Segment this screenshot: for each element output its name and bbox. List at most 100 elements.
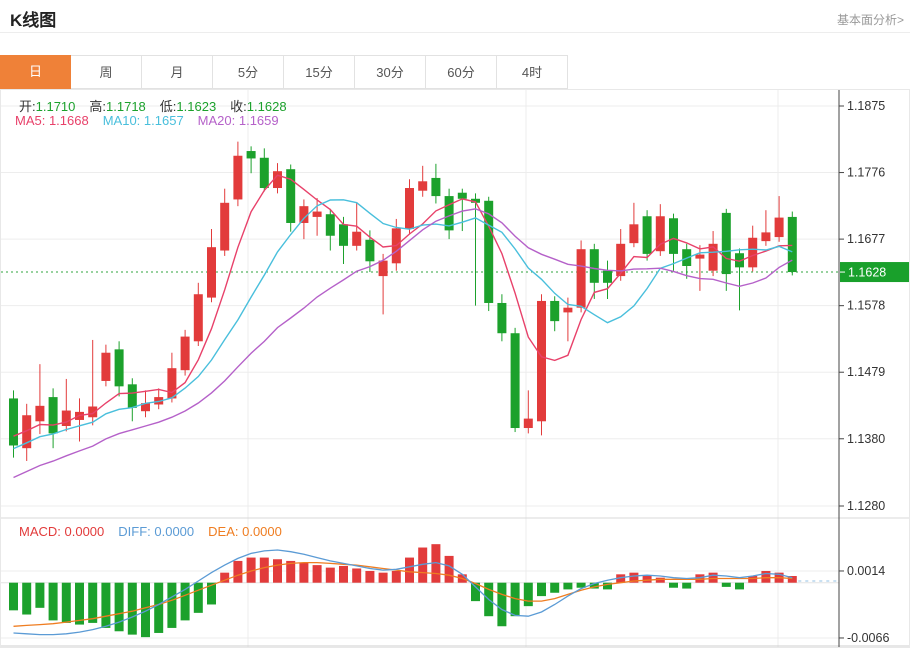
macd-axis-label: 0.0014 bbox=[847, 564, 885, 578]
candle-body bbox=[589, 249, 599, 283]
macd-hist-bar bbox=[61, 582, 71, 623]
macd-hist-bar bbox=[405, 557, 414, 583]
macd-hist-bar bbox=[563, 582, 573, 590]
macd-hist-bar bbox=[748, 575, 758, 583]
candle-body bbox=[273, 171, 282, 189]
ma5-line bbox=[13, 174, 793, 437]
readout-label: DIFF: bbox=[118, 524, 151, 539]
macd-hist-bar bbox=[418, 547, 428, 583]
candle-body bbox=[22, 415, 32, 449]
chart-area[interactable]: 1.1875 1.1776 1.1677 1.1578 1.1479 1.1380 1.12… bbox=[0, 89, 910, 648]
candle-body bbox=[365, 239, 375, 262]
macd-hist-bar bbox=[127, 582, 137, 635]
candle-body bbox=[299, 206, 309, 223]
price-axis-label: 1.1578 bbox=[847, 299, 885, 313]
macd-hist-bar bbox=[497, 582, 507, 627]
readout-label: 开: bbox=[19, 99, 36, 114]
page-title: K线图 bbox=[10, 11, 57, 30]
candle-body bbox=[721, 212, 731, 275]
readout-label: 收: bbox=[230, 99, 247, 114]
macd-hist-bar bbox=[167, 582, 177, 628]
macd-hist-bar bbox=[682, 582, 692, 589]
tab-period-7[interactable]: 4时 bbox=[497, 55, 568, 89]
macd-hist-bar bbox=[537, 582, 546, 597]
macd-hist-bar bbox=[471, 582, 480, 602]
current-price-badge-label: 1.1628 bbox=[848, 266, 886, 280]
candle-body bbox=[48, 397, 58, 434]
widget-header: K线图 基本面分析> bbox=[0, 0, 910, 33]
ma20-line bbox=[13, 208, 793, 479]
candle-body bbox=[193, 294, 203, 342]
readout-label: 高: bbox=[89, 99, 107, 114]
period-tab-bar: 日周月 5分 15分 30分 60分 4时 bbox=[0, 55, 568, 89]
macd-hist-bar bbox=[35, 582, 45, 608]
candle-body bbox=[405, 188, 414, 230]
readout-label: MA5: bbox=[15, 113, 46, 128]
readout-value: 1.1623 bbox=[176, 99, 217, 114]
macd-hist-bar bbox=[589, 582, 599, 589]
tab-period-2[interactable]: 月 bbox=[142, 55, 213, 89]
candle-body bbox=[141, 403, 150, 412]
macd-hist-bar bbox=[655, 577, 665, 583]
macd-hist-bar bbox=[629, 572, 639, 583]
candle-body bbox=[537, 300, 546, 422]
candle-body bbox=[233, 155, 243, 200]
fundamental-analysis-link[interactable]: 基本面分析> bbox=[836, 13, 904, 27]
diff-line bbox=[13, 549, 793, 636]
macd-hist-bar bbox=[365, 570, 375, 583]
candle-body bbox=[312, 211, 322, 217]
macd-hist-bar bbox=[286, 560, 296, 583]
dea-line bbox=[13, 561, 793, 627]
candle-body bbox=[748, 237, 758, 268]
candle-body bbox=[655, 216, 665, 252]
macd-hist-bar bbox=[193, 582, 203, 613]
tab-period-1[interactable]: 周 bbox=[71, 55, 142, 89]
ohlc-readout: 开:1.1710 高:1.1718 低:1.1623 收:1.1628 bbox=[19, 96, 287, 115]
macd-hist-bar bbox=[101, 582, 111, 628]
price-axis-label: 1.1280 bbox=[847, 499, 885, 513]
candle-body bbox=[457, 192, 467, 199]
candle-body bbox=[576, 249, 586, 308]
candle-body bbox=[484, 200, 494, 303]
ma10-line bbox=[13, 199, 793, 450]
macd-hist-bar bbox=[523, 582, 533, 607]
macd-hist-bar bbox=[721, 582, 731, 587]
readout-value: 1.1628 bbox=[246, 99, 287, 114]
price-axis-label: 1.1776 bbox=[847, 166, 885, 180]
candle-body bbox=[761, 232, 771, 242]
kline-canvas[interactable]: 1.1875 1.1776 1.1677 1.1578 1.1479 1.1380 1.12… bbox=[1, 90, 909, 647]
macd-hist-bar bbox=[299, 562, 309, 583]
candle-body bbox=[101, 352, 111, 381]
candle-body bbox=[61, 410, 71, 426]
tab-period-0[interactable]: 日 bbox=[0, 55, 71, 89]
macd-hist-bar bbox=[352, 568, 362, 583]
readout-label: MACD: bbox=[19, 524, 61, 539]
tab-period-4[interactable]: 15分 bbox=[284, 55, 355, 89]
candle-body bbox=[431, 177, 441, 197]
candle-body bbox=[603, 270, 612, 283]
candle-body bbox=[246, 151, 256, 159]
tab-period-3[interactable]: 5分 bbox=[213, 55, 284, 89]
readout-value: 1.1710 bbox=[35, 99, 76, 114]
macd-hist-bar bbox=[48, 582, 58, 621]
macd-hist-bar bbox=[510, 582, 520, 617]
macd-hist-bar bbox=[616, 574, 626, 583]
macd-axis-label: -0.0066 bbox=[847, 631, 889, 645]
macd-hist-bar bbox=[259, 557, 269, 583]
tab-period-6[interactable]: 60分 bbox=[426, 55, 497, 89]
price-axis-label: 1.1677 bbox=[847, 232, 885, 246]
candle-body bbox=[114, 349, 124, 387]
candle-body bbox=[167, 368, 177, 399]
candle-body bbox=[616, 243, 626, 277]
readout-value: 1.1668 bbox=[45, 113, 89, 128]
candle-body bbox=[774, 217, 784, 238]
macd-hist-bar bbox=[154, 582, 164, 633]
macd-hist-bar bbox=[787, 575, 797, 583]
candle-body bbox=[207, 247, 216, 298]
macd-hist-bar bbox=[22, 582, 32, 615]
readout-value: 1.1718 bbox=[106, 99, 146, 114]
tab-period-5[interactable]: 30分 bbox=[355, 55, 426, 89]
macd-hist-bar bbox=[88, 582, 98, 623]
candle-body bbox=[642, 216, 652, 254]
